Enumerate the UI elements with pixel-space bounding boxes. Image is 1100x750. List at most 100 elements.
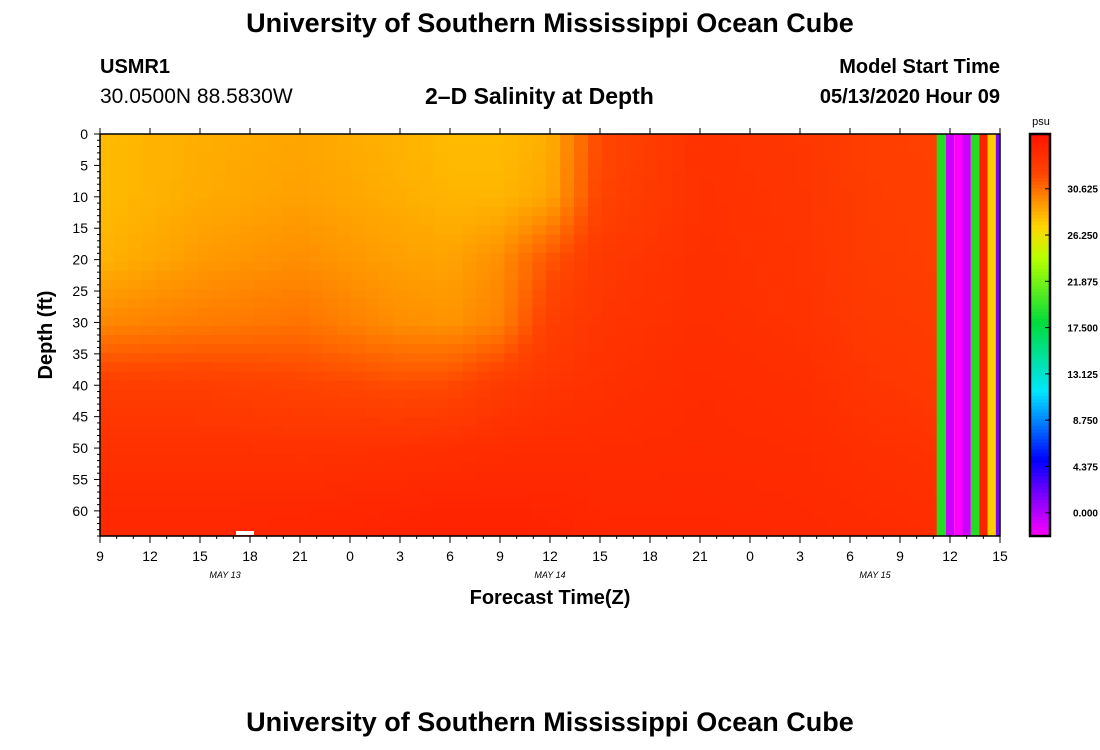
heatmap-cell bbox=[825, 517, 840, 528]
heatmap-cell bbox=[922, 472, 938, 482]
heatmap-cell bbox=[560, 526, 575, 537]
heatmap-cell bbox=[880, 307, 896, 318]
heatmap-cell bbox=[504, 335, 519, 345]
heatmap-cell bbox=[183, 271, 199, 281]
heatmap-cell bbox=[532, 526, 547, 537]
heatmap-cell bbox=[267, 508, 282, 519]
heatmap-cell bbox=[113, 161, 129, 172]
heatmap-cell bbox=[295, 417, 310, 427]
heatmap-cell bbox=[588, 225, 603, 236]
heatmap-cell bbox=[281, 261, 296, 272]
heatmap-cell bbox=[141, 335, 157, 345]
colorbar-swatch bbox=[1030, 134, 1050, 138]
heatmap-cell bbox=[239, 335, 254, 345]
heatmap-cell bbox=[225, 490, 241, 501]
heatmap-cell bbox=[853, 481, 868, 491]
heatmap-cell bbox=[225, 252, 241, 263]
heatmap-cell bbox=[769, 188, 784, 199]
heatmap-cell bbox=[420, 490, 436, 501]
heatmap-cell bbox=[197, 316, 213, 327]
heatmap-cell bbox=[783, 298, 798, 309]
heatmap-cell bbox=[811, 426, 826, 437]
heatmap-cell bbox=[476, 207, 492, 217]
heatmap-cell bbox=[741, 508, 756, 519]
heatmap-cell bbox=[169, 508, 185, 519]
heatmap-cell bbox=[197, 371, 213, 382]
heatmap-cell bbox=[239, 188, 254, 199]
heatmap-cell bbox=[560, 472, 575, 482]
colorbar-swatch bbox=[1030, 358, 1050, 363]
heatmap-cell bbox=[588, 408, 603, 418]
heatmap-cell bbox=[267, 325, 282, 336]
heatmap-cell bbox=[741, 316, 756, 327]
heatmap-cell bbox=[615, 216, 631, 226]
heatmap-cell bbox=[671, 517, 687, 528]
heatmap-cell bbox=[671, 170, 687, 181]
heatmap-cell bbox=[183, 179, 199, 190]
heatmap-cell bbox=[378, 243, 394, 254]
heatmap-cell bbox=[351, 225, 366, 236]
heatmap-cell bbox=[141, 261, 157, 272]
heatmap-cell bbox=[727, 362, 743, 373]
heatmap-cell bbox=[197, 362, 213, 373]
heatmap-cell bbox=[727, 453, 743, 464]
heatmap-cell bbox=[155, 243, 171, 254]
heatmap-cell bbox=[797, 298, 812, 309]
heatmap-cell bbox=[727, 252, 743, 263]
heatmap-cell bbox=[755, 179, 770, 190]
heatmap-cell bbox=[713, 271, 729, 281]
heatmap-cell bbox=[141, 152, 157, 163]
heatmap-cell bbox=[797, 380, 812, 391]
heatmap-cell bbox=[225, 207, 241, 217]
heatmap-cell bbox=[532, 188, 547, 199]
heatmap-cell bbox=[894, 389, 910, 400]
heatmap-cell bbox=[880, 417, 896, 427]
heatmap-cell bbox=[476, 380, 492, 391]
heatmap-cell bbox=[183, 289, 199, 300]
heatmap-cell bbox=[490, 134, 505, 144]
heatmap-cell bbox=[141, 344, 157, 354]
heatmap-cell bbox=[476, 435, 492, 446]
heatmap-cell bbox=[337, 225, 352, 236]
heatmap-cell bbox=[811, 289, 826, 300]
heatmap-cell bbox=[922, 526, 938, 537]
heatmap-cell bbox=[504, 289, 519, 300]
heatmap-cell bbox=[490, 517, 505, 528]
heatmap-cell bbox=[364, 353, 380, 364]
heatmap-cell bbox=[894, 362, 910, 373]
heatmap-cell bbox=[741, 389, 756, 400]
heatmap-cell bbox=[574, 216, 589, 226]
heatmap-cell bbox=[866, 170, 882, 181]
heatmap-cell bbox=[504, 216, 519, 226]
heatmap-cell bbox=[825, 398, 840, 409]
heatmap-cell bbox=[253, 526, 268, 537]
colorbar-swatch bbox=[1030, 291, 1050, 296]
heatmap-cell bbox=[518, 472, 533, 482]
heatmap-cell bbox=[267, 207, 282, 217]
heatmap-cell bbox=[281, 389, 296, 400]
heatmap-cell bbox=[532, 307, 547, 318]
colorbar-swatch bbox=[1030, 217, 1050, 222]
heatmap-cell bbox=[574, 298, 589, 309]
heatmap-cell bbox=[504, 271, 519, 281]
heatmap-cell bbox=[295, 207, 310, 217]
heatmap-cell bbox=[546, 380, 561, 391]
heatmap-cell bbox=[169, 353, 185, 364]
heatmap-cell bbox=[853, 280, 868, 290]
heatmap-cell bbox=[908, 197, 924, 208]
heatmap-cell bbox=[839, 472, 854, 482]
heatmap-cell bbox=[420, 188, 436, 199]
colorbar-swatch bbox=[1030, 338, 1050, 343]
heatmap-cell bbox=[713, 444, 729, 455]
heatmap-cell bbox=[169, 261, 185, 272]
heatmap-cell bbox=[629, 508, 645, 519]
heatmap-cell bbox=[769, 243, 784, 254]
heatmap-cell bbox=[100, 453, 115, 464]
colorbar-swatch bbox=[1030, 160, 1050, 165]
heatmap-cell bbox=[880, 170, 896, 181]
heatmap-cell bbox=[490, 490, 505, 501]
heatmap-cell bbox=[420, 408, 436, 418]
heatmap-cell bbox=[894, 435, 910, 446]
heatmap-cell bbox=[211, 371, 227, 382]
heatmap-cell bbox=[392, 517, 408, 528]
